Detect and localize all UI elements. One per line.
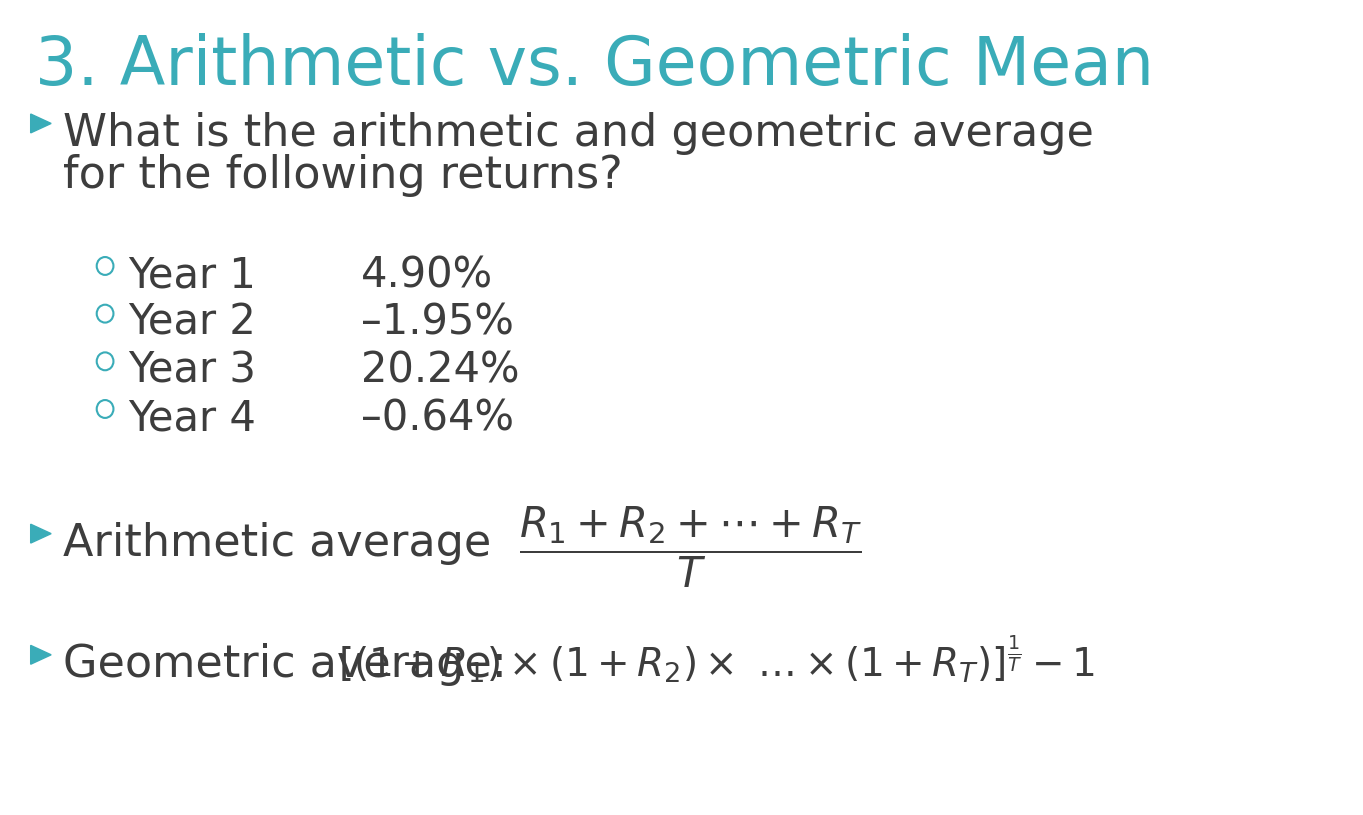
Text: $[(1 + R_1) \times (1 + R_2) \times \ \ldots \times (1 + R_T)]^{\frac{1}{T}}-1$: $[(1 + R_1) \times (1 + R_2) \times \ \l… (338, 633, 1094, 685)
Text: 20.24%: 20.24% (361, 350, 519, 391)
Text: Year 1: Year 1 (128, 254, 256, 296)
Text: Year 3: Year 3 (128, 350, 256, 391)
Text: Arithmetic average: Arithmetic average (63, 522, 492, 566)
Text: 3. Arithmetic vs. Geometric Mean: 3. Arithmetic vs. Geometric Mean (35, 33, 1154, 99)
Polygon shape (31, 524, 52, 543)
Text: What is the arithmetic and geometric average: What is the arithmetic and geometric ave… (63, 112, 1094, 155)
Text: –0.64%: –0.64% (361, 397, 514, 439)
Text: Year 4: Year 4 (128, 397, 256, 439)
Polygon shape (31, 114, 52, 133)
Text: –1.95%: –1.95% (361, 302, 514, 344)
Polygon shape (31, 645, 52, 664)
Text: Year 2: Year 2 (128, 302, 256, 344)
Text: Geometric average:: Geometric average: (63, 643, 521, 686)
Text: 4.90%: 4.90% (361, 254, 493, 296)
Text: $\dfrac{R_1+R_2+\cdots+R_T}{T}$: $\dfrac{R_1+R_2+\cdots+R_T}{T}$ (519, 504, 861, 590)
Text: for the following returns?: for the following returns? (63, 154, 623, 196)
